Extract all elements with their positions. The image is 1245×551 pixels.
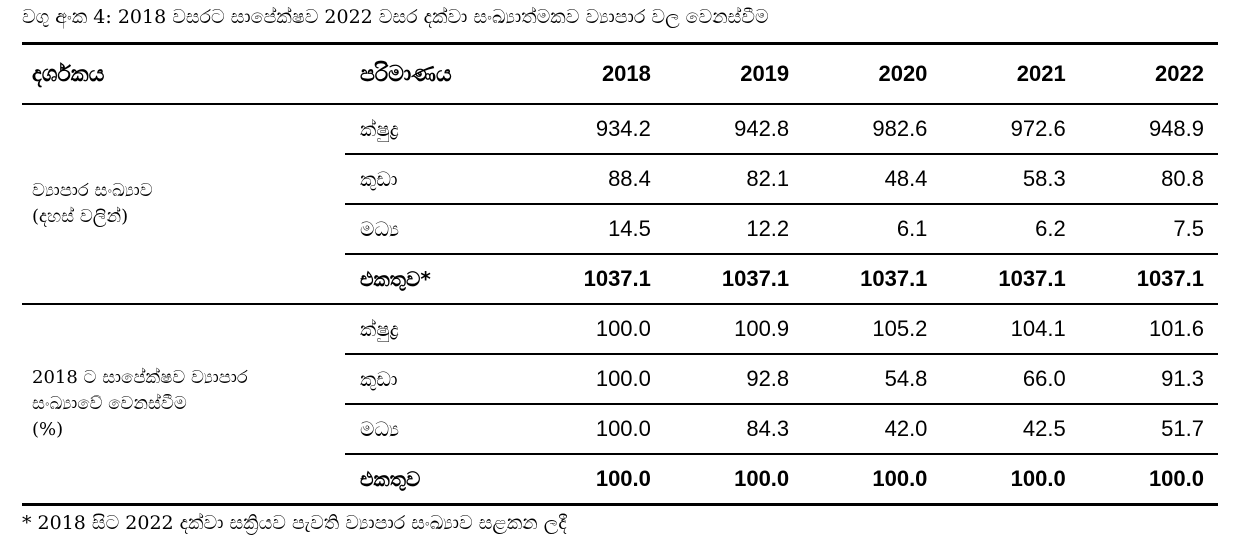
table-row: කුඩා 100.0 92.8 54.8 66.0 91.3 [22,354,1218,405]
cell-value: 1037.1 [664,254,804,305]
header-year: 2020 [803,43,942,105]
cell-value: 6.2 [941,204,1080,255]
header-year: 2018 [526,43,665,105]
cell-value: 104.1 [941,304,1080,355]
header-year: 2021 [941,43,1080,105]
business-count-table: දර්ශකය පරිමාණය 2018 2019 2020 2021 2022 … [22,42,1218,506]
cell-value: 100.0 [1148,466,1204,491]
header-year: 2019 [664,43,804,105]
cell-value: 934.2 [526,104,665,155]
cell-value: 100.0 [734,466,790,491]
cell-value: 92.8 [664,354,804,405]
group-label-count: ව්‍යාපාර සංඛ්‍යාව (දහස් වලින්) [22,104,345,305]
cell-value: 42.5 [941,404,1080,455]
table-caption: වගු අංක 4: 2018 වසරට සාපේක්ෂව 2022 වසර ද… [22,6,769,28]
cell-value: 14.5 [526,204,665,255]
cell-value: 942.8 [664,104,804,155]
cell-value: 1037.1 [1079,254,1218,305]
cell-value: 48.4 [803,154,942,205]
table-row: 2018 ට සාපේක්ෂව ව්‍යාපාර සංඛ්‍යාවේ වෙනස්… [22,304,1218,440]
cell-value: 100.0 [872,466,928,491]
row-category: එකතුව [359,467,421,491]
group-label-line: (දහස් වලින්) [32,206,129,227]
cell-value: 7.5 [1079,204,1218,255]
header-category: පරිමාණය [344,43,527,105]
row-category: මධ්‍ය [344,204,527,255]
table-row-total: එකතුව* 1037.1 1037.1 1037.1 1037.1 1037.… [22,254,1218,305]
table-row: කුඩා 88.4 82.1 48.4 58.3 80.8 [22,154,1218,205]
cell-value: 54.8 [803,354,942,405]
header-row: දර්ශකය පරිමාණය 2018 2019 2020 2021 2022 [22,43,1218,105]
cell-value: 982.6 [803,104,942,155]
table-row-total: එකතුව 100.0 100.0 100.0 100.0 100.0 [22,454,1218,505]
cell-value: 66.0 [941,354,1080,405]
cell-value: 51.7 [1079,404,1218,455]
cell-value: 101.6 [1079,304,1218,355]
cell-value: 58.3 [941,154,1080,205]
row-category: එකතුව* [344,254,527,305]
row-category: මධ්‍ය [344,404,527,455]
row-category: ක්ෂුද්‍ර [344,304,527,355]
row-category: ක්ෂුද්‍ර [344,104,527,155]
cell-value: 6.1 [803,204,942,255]
table-row: මධ්‍ය 100.0 84.3 42.0 42.5 51.7 [22,404,1218,455]
row-category: කුඩා [344,354,527,405]
cell-value: 100.0 [526,354,665,405]
cell-value: 88.4 [526,154,665,205]
cell-value: 82.1 [664,154,804,205]
table-row: ව්‍යාපාර සංඛ්‍යාව (දහස් වලින්) ක්ෂුද්‍ර … [22,104,1218,305]
cell-value: 972.6 [941,104,1080,155]
cell-value: 42.0 [803,404,942,455]
cell-value: 1037.1 [941,254,1080,305]
table-row: මධ්‍ය 14.5 12.2 6.1 6.2 7.5 [22,204,1218,255]
cell-value: 12.2 [664,204,804,255]
cell-value: 948.9 [1079,104,1218,155]
header-year: 2022 [1079,43,1218,105]
cell-value: 1037.1 [526,254,665,305]
cell-value: 105.2 [803,304,942,355]
row-category: කුඩා [344,154,527,205]
header-indicator: දර්ශකය [22,43,345,105]
group-label-line: ව්‍යාපාර සංඛ්‍යාව [32,179,153,201]
cell-value: 80.8 [1079,154,1218,205]
cell-value: 100.0 [526,404,665,455]
cell-value: 100.0 [595,466,651,491]
cell-value: 100.0 [526,304,665,355]
table-footnote: * 2018 සිට 2022 දක්වා සක්‍රියව පැවති ව්‍… [22,512,567,534]
cell-value: 84.3 [664,404,804,455]
group-label-line: (%) [32,419,64,441]
cell-value: 100.0 [1010,466,1066,491]
group-label-line: 2018 ට සාපේක්ෂව ව්‍යාපාර [32,366,248,388]
cell-value: 100.9 [664,304,804,355]
cell-value: 91.3 [1079,354,1218,405]
group-label-percent-change: 2018 ට සාපේක්ෂව ව්‍යාපාර සංඛ්‍යාවේ වෙනස්… [22,304,345,505]
cell-value: 1037.1 [803,254,942,305]
group-label-line: සංඛ්‍යාවේ වෙනස්වීම [32,392,187,414]
